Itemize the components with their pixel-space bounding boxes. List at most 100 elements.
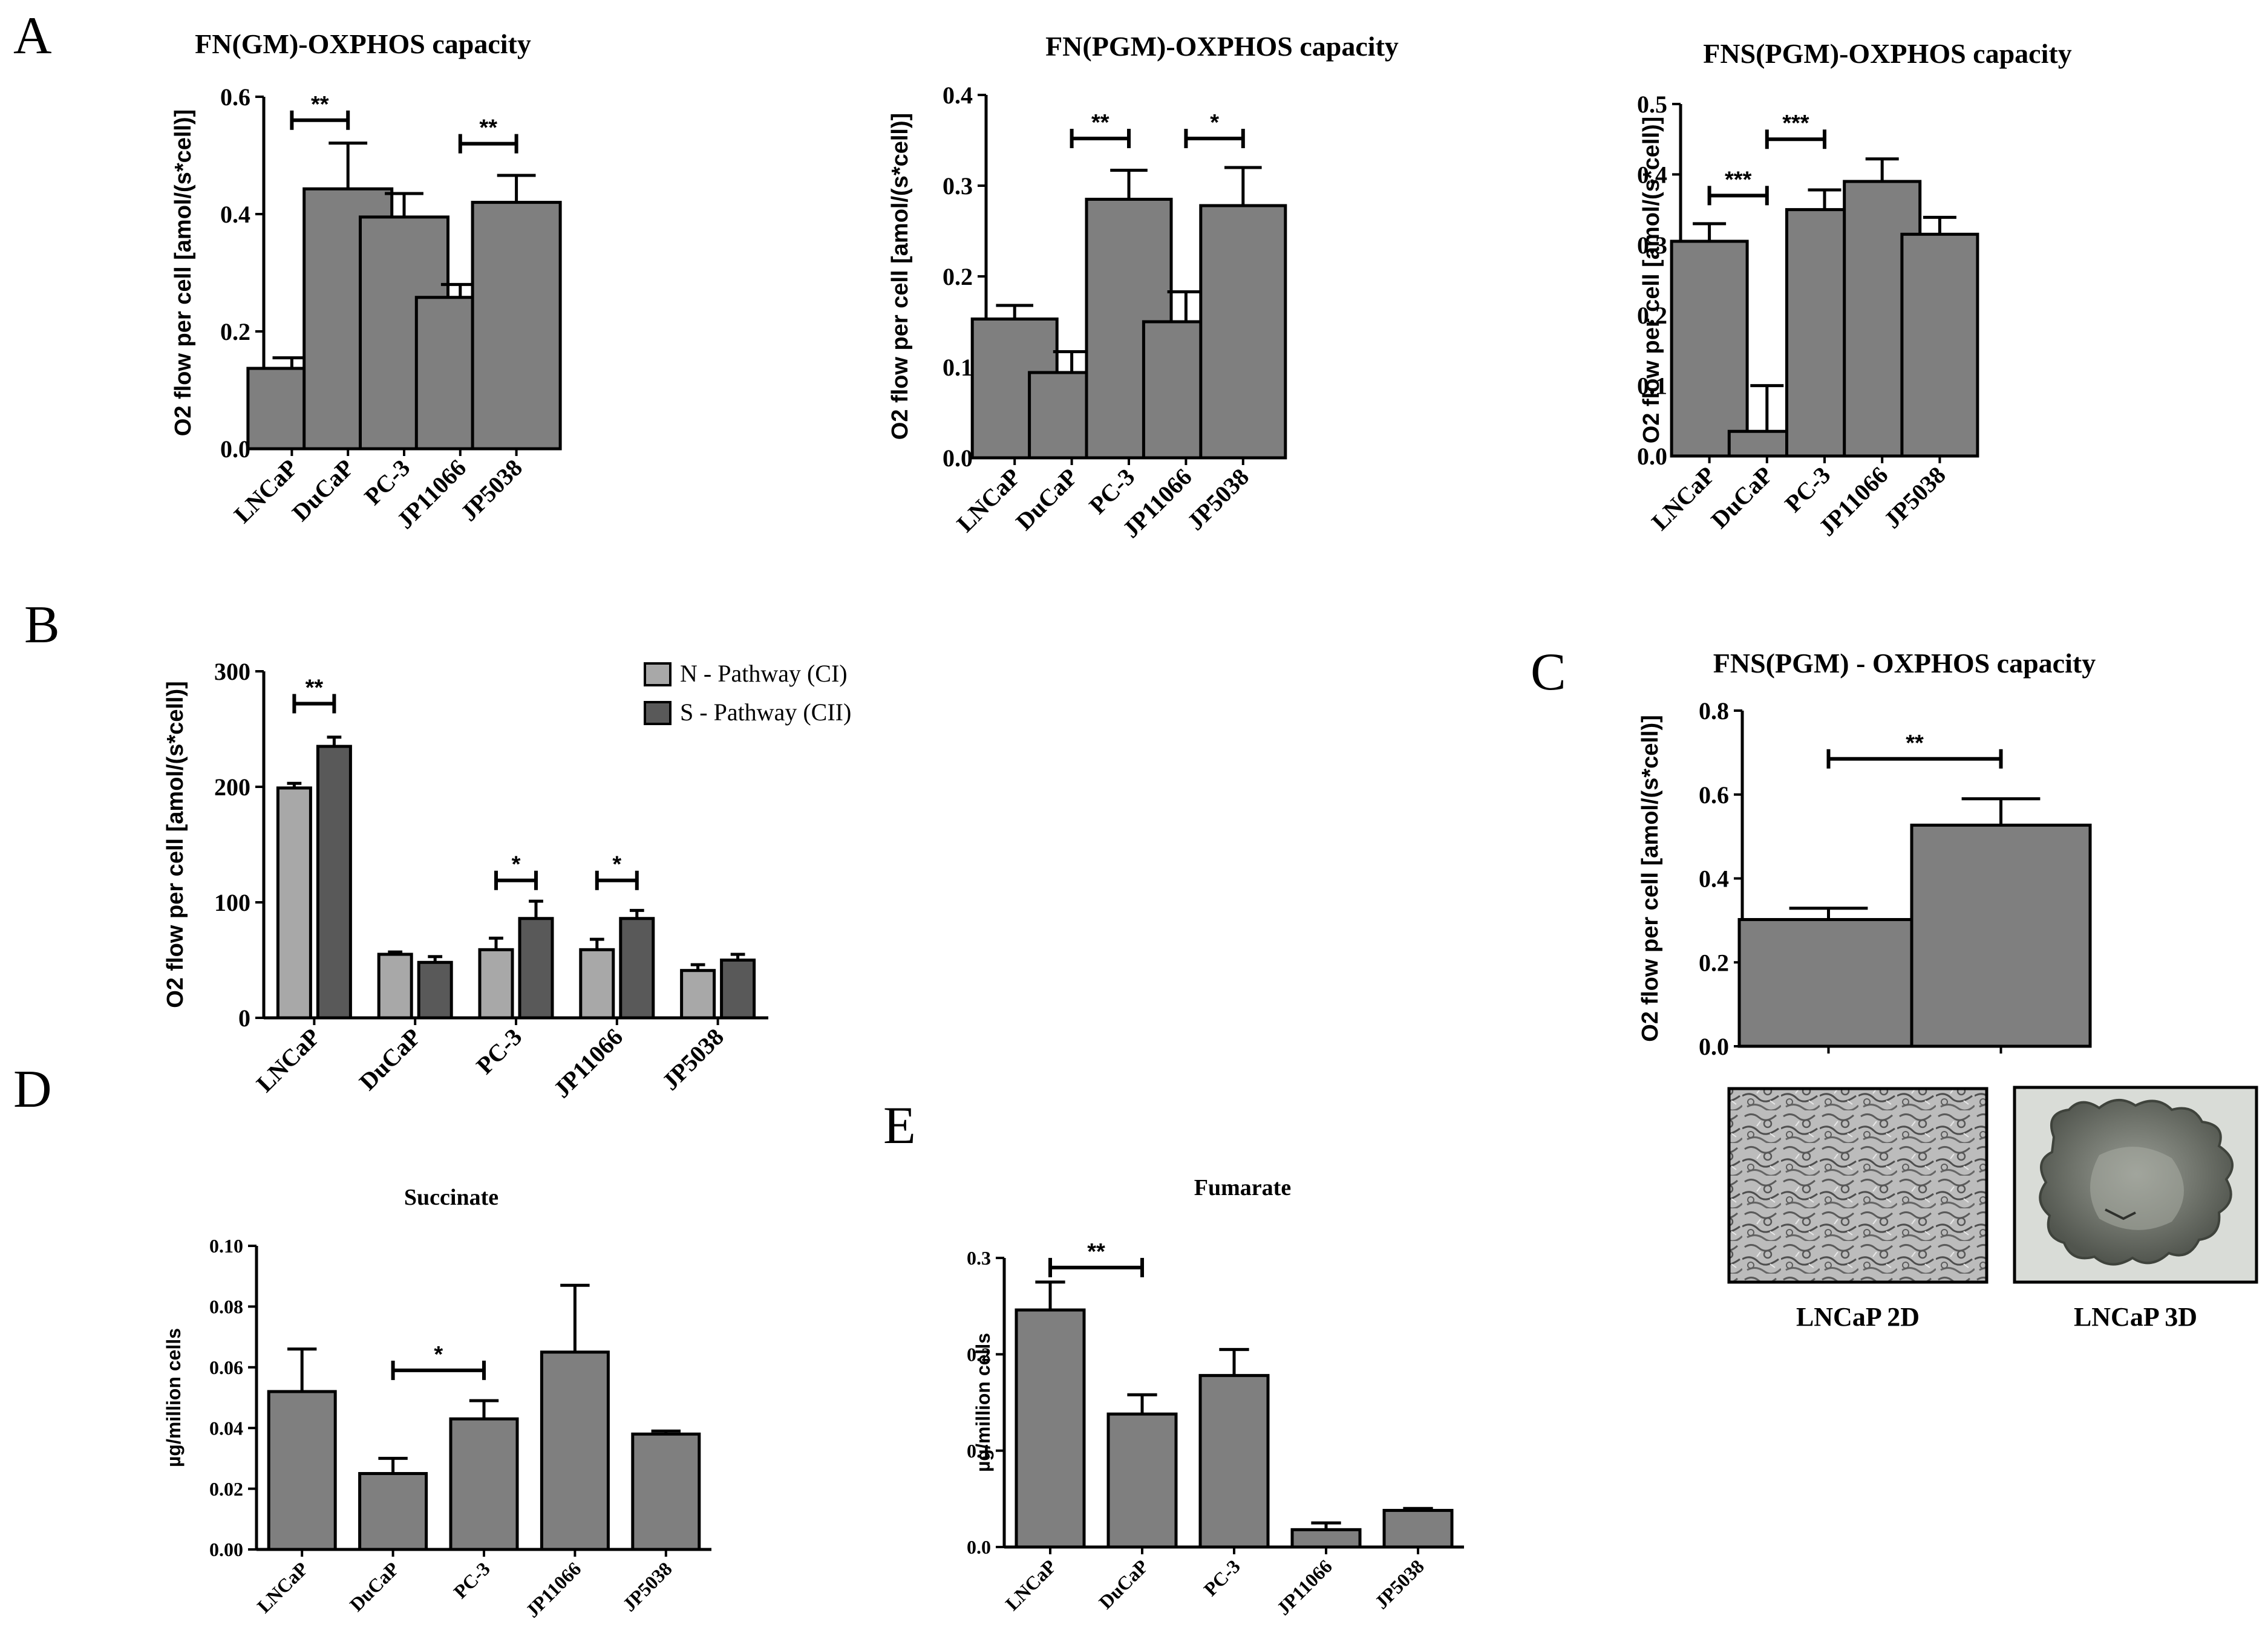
chart-pathway-comparison: O2 flow per cell [amol/(s*cell)] 0 100 200 3…: [163, 658, 768, 1103]
y-tick-label: 0.2: [943, 263, 973, 290]
significance-label: *: [612, 852, 621, 878]
legend-label-s-pathway: S - Pathway (CII): [680, 699, 851, 726]
y-tick-label: 0.3: [943, 172, 973, 200]
x-tick-label-ducap: DuCaP: [287, 454, 359, 527]
x-tick-label-jp5038: JP5038: [1181, 463, 1254, 536]
panel-label-a: A: [13, 7, 52, 65]
x-tick-label-jp11066: JP11066: [521, 1557, 585, 1621]
bar-pc-3-s: [518, 917, 554, 1020]
bar-pc-3-n: [478, 948, 514, 1020]
y-tick-label: 0.2: [967, 1344, 991, 1366]
significance-label: **: [1087, 1239, 1105, 1265]
bar-pc-3: [1198, 1373, 1270, 1549]
y-tick-label: 0: [238, 1005, 250, 1032]
bar-pc-3: [449, 1417, 519, 1551]
y-tick-label: 0.02: [209, 1478, 243, 1500]
x-tick-label-ducap: DuCaP: [1010, 463, 1083, 536]
bar-jp5038-s: [720, 959, 756, 1020]
y-tick-label: 100: [214, 889, 250, 916]
chart-title: Succinate: [404, 1185, 498, 1210]
bar-jp5038: [631, 1432, 701, 1551]
x-tick-label-lncap: LNCaP: [229, 454, 303, 529]
y-tick-label: 0.1: [943, 354, 973, 381]
bar-lncap-n: [276, 786, 312, 1020]
bar-lncap-3d: [1910, 823, 2092, 1048]
bar-jp5038: [1199, 204, 1287, 460]
legend: N - Pathway (CI) S - Pathway (CII): [644, 660, 851, 726]
x-tick-label-jp5038: JP5038: [618, 1557, 676, 1615]
y-tick-label: 0.4: [943, 82, 973, 109]
x-tick-label-lncap: LNCaP: [952, 463, 1026, 538]
y-tick-label: 0.10: [209, 1235, 243, 1257]
chart-2d-vs-3d-oxphos: FNS(PGM) - OXPHOS capacity O2 flow per ce…: [1638, 648, 2096, 1060]
x-tick-label-ducap: DuCaP: [1705, 461, 1778, 534]
significance-label: **: [1906, 731, 1924, 756]
x-tick-label-ducap: DuCaP: [345, 1557, 404, 1615]
bar-jp11066: [1290, 1528, 1362, 1549]
y-tick-label: 0.8: [1699, 697, 1729, 725]
bar-jp5038: [1900, 232, 1979, 458]
bar-jp11066-s: [619, 917, 655, 1020]
legend-swatch-n-pathway: [644, 662, 672, 686]
x-tick-label-jp5038: JP5038: [1878, 461, 1951, 534]
y-tick-label: 0.00: [209, 1539, 243, 1560]
bar-lncap: [267, 1390, 337, 1551]
bar-lncap-2d: [1737, 917, 1920, 1048]
chart-succinate: Succinate µg/million cells 0.00 0.02 0.04 0.0…: [163, 1185, 711, 1621]
significance-label: ***: [1782, 111, 1809, 136]
significance-label: **: [311, 92, 329, 117]
bar-lncap: [1670, 239, 1749, 458]
y-tick-label: 0.1: [1637, 373, 1667, 400]
y-tick-label: 0.0: [943, 445, 973, 472]
significance-label: *: [1210, 110, 1219, 135]
bar-ducap-s: [417, 960, 453, 1020]
x-tick-label-ducap: DuCaP: [354, 1023, 426, 1096]
y-tick-label: 0.3: [1637, 232, 1667, 259]
chart-fumarate: Fumarate µg/million cells 0.0 0.1 0.2 0.3 LNCa…: [967, 1175, 1464, 1619]
chart-fns-pgm-oxphos: FNS(PGM)-OXPHOS capacity O2 flow per cell…: [1637, 38, 2072, 541]
bar-jp5038: [1382, 1508, 1454, 1549]
y-tick-label: 0.0: [220, 435, 250, 463]
y-axis-label: O2 flow per cell [amol/(s*cell)]: [887, 113, 913, 440]
y-axis-label: O2 flow per cell [amol/(s*cell)]: [171, 109, 196, 437]
bar-lncap-s: [316, 744, 352, 1020]
x-tick-label-ducap: DuCaP: [1094, 1555, 1152, 1613]
chart-fn-pgm-oxphos: FN(PGM)-OXPHOS capacity O2 flow per cell …: [887, 31, 1399, 543]
y-tick-label: 0.2: [1637, 302, 1667, 329]
significance-label: **: [306, 675, 324, 700]
bar-lncap: [1015, 1308, 1086, 1549]
y-tick-label: 0.0: [1637, 443, 1667, 470]
y-tick-label: 0.2: [220, 318, 250, 345]
y-tick-label: 0.6: [1699, 781, 1729, 809]
x-tick-label-lncap: LNCaP: [251, 1023, 325, 1098]
bar-ducap: [358, 1472, 428, 1551]
x-tick-label-lncap: LNCaP: [1646, 461, 1721, 536]
y-tick-label: 0.0: [967, 1536, 991, 1558]
bar-ducap: [1106, 1412, 1178, 1549]
panel-label-e: E: [883, 1096, 916, 1155]
y-tick-label: 300: [214, 658, 250, 685]
y-tick-label: 0.1: [967, 1440, 991, 1462]
chart-title: FN(GM)-OXPHOS capacity: [195, 28, 531, 59]
y-tick-label: 0.2: [1699, 949, 1729, 976]
chart-title: FNS(PGM) - OXPHOS capacity: [1713, 648, 2096, 679]
chart-fn-gm-oxphos: FN(GM)-OXPHOS capacity O2 flow per cell […: [171, 28, 562, 534]
y-axis-label: µg/million cells: [163, 1328, 185, 1467]
y-axis-label: µg/million cells: [972, 1333, 994, 1472]
y-tick-label: 0.08: [209, 1296, 243, 1318]
y-tick-label: 0.3: [967, 1247, 991, 1269]
x-tick-label-pc-3: PC-3: [1199, 1555, 1244, 1600]
micrograph-lncap-2d: [1727, 1087, 1989, 1284]
significance-label: **: [479, 116, 497, 141]
y-tick-label: 0.6: [220, 83, 250, 111]
y-tick-label: 0.06: [209, 1357, 243, 1378]
chart-title: FNS(PGM)-OXPHOS capacity: [1703, 38, 2071, 69]
x-tick-label-pc-3: PC-3: [449, 1557, 494, 1602]
bar-jp11066: [540, 1350, 610, 1551]
x-tick-label-jp5038: JP5038: [656, 1023, 729, 1096]
x-tick-label-jp5038: JP5038: [1370, 1555, 1428, 1613]
y-tick-label: 0.04: [209, 1417, 243, 1439]
bar-jp11066-n: [579, 948, 615, 1020]
significance-label: **: [1091, 110, 1109, 135]
